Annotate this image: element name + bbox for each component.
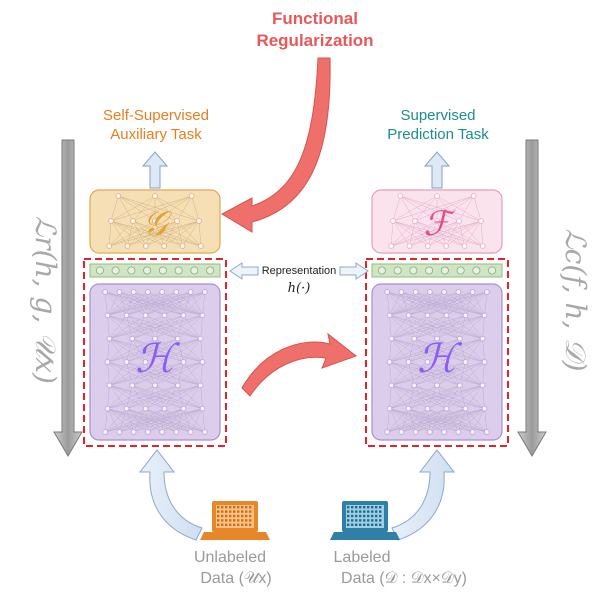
- left-loss-label: ℒr(h, g, 𝒰x): [29, 216, 62, 384]
- right-up-arrow-small: [425, 152, 449, 188]
- right-loss-arrow: [518, 140, 546, 456]
- right-representation-bar: [372, 264, 502, 277]
- right-h-network-box: ℋ: [372, 284, 502, 440]
- representation-left-arrow: [230, 263, 258, 279]
- left-up-arrow-small: [143, 152, 167, 188]
- representation-function: h(·): [288, 281, 311, 296]
- g-network-box: 𝒢: [90, 190, 220, 253]
- right-task-line2: Prediction Task: [387, 126, 489, 143]
- left-task-line1: Self-Supervised: [103, 107, 209, 124]
- left-data-arrow: [140, 450, 202, 540]
- labeled-data-line1: Labeled: [334, 549, 391, 566]
- representation-right-arrow: [340, 263, 368, 279]
- unlabeled-data-line2: Data (𝒰x): [200, 570, 271, 587]
- title-line2: Regularization: [256, 31, 373, 50]
- left-representation-bar: [90, 264, 220, 277]
- right-loss-label: ℒc(f, h, 𝒟): [559, 228, 592, 371]
- left-task-line2: Auxiliary Task: [110, 126, 202, 143]
- right-h-symbol: ℋ: [417, 336, 462, 382]
- right-task-line1: Supervised: [400, 107, 475, 124]
- unlabeled-data-laptop-icon: [200, 501, 270, 540]
- title-line1: Functional: [272, 9, 358, 28]
- representation-label: Representation: [262, 265, 337, 277]
- transfer-arrow: [242, 334, 356, 396]
- functional-regularization-arrow: [222, 58, 330, 232]
- left-h-network-box: ℋ: [90, 284, 220, 440]
- labeled-data-line2: Data (𝒟 : 𝒟x×𝒟y): [341, 570, 467, 587]
- f-network-box: ℱ: [372, 190, 502, 253]
- left-h-symbol: ℋ: [135, 336, 180, 382]
- right-data-arrow: [392, 450, 454, 540]
- labeled-data-laptop-icon: [330, 501, 400, 540]
- unlabeled-data-line1: Unlabeled: [194, 549, 266, 566]
